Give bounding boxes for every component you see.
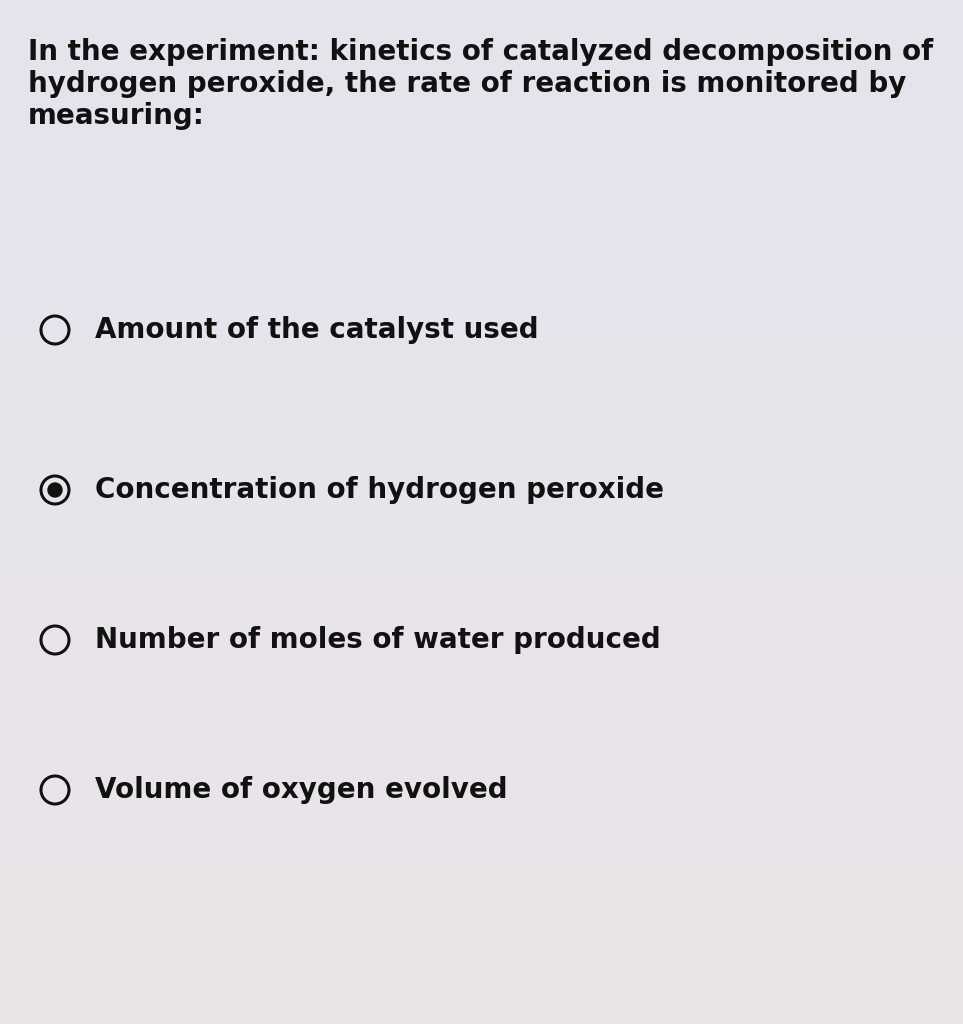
Circle shape [48, 483, 62, 497]
Text: hydrogen peroxide, the rate of reaction is monitored by: hydrogen peroxide, the rate of reaction … [28, 70, 906, 98]
Text: Amount of the catalyst used: Amount of the catalyst used [95, 316, 538, 344]
Text: In the experiment: kinetics of catalyzed decomposition of: In the experiment: kinetics of catalyzed… [28, 38, 933, 66]
Text: Number of moles of water produced: Number of moles of water produced [95, 626, 661, 654]
Text: Volume of oxygen evolved: Volume of oxygen evolved [95, 776, 508, 804]
Text: measuring:: measuring: [28, 102, 205, 130]
Text: Concentration of hydrogen peroxide: Concentration of hydrogen peroxide [95, 476, 664, 504]
